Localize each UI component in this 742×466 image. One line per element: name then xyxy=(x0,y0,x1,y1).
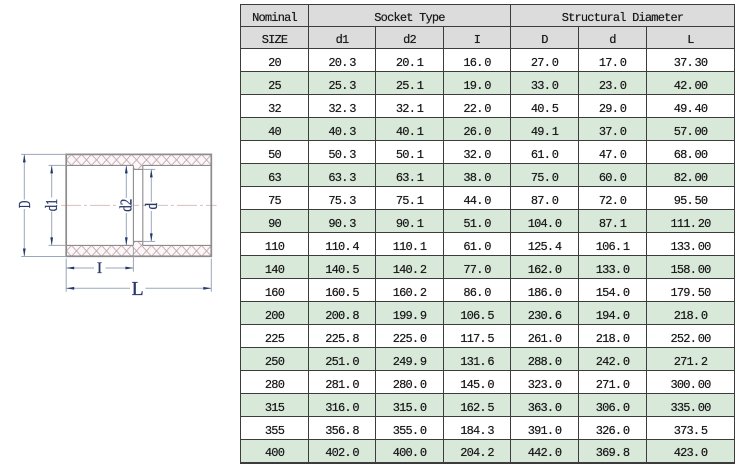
svg-text:d1: d1 xyxy=(42,199,61,212)
svg-text:d: d xyxy=(142,203,161,210)
svg-text:D: D xyxy=(15,201,34,209)
svg-text:I: I xyxy=(97,260,102,277)
svg-text:d2: d2 xyxy=(116,199,135,212)
svg-text:L: L xyxy=(131,278,143,300)
